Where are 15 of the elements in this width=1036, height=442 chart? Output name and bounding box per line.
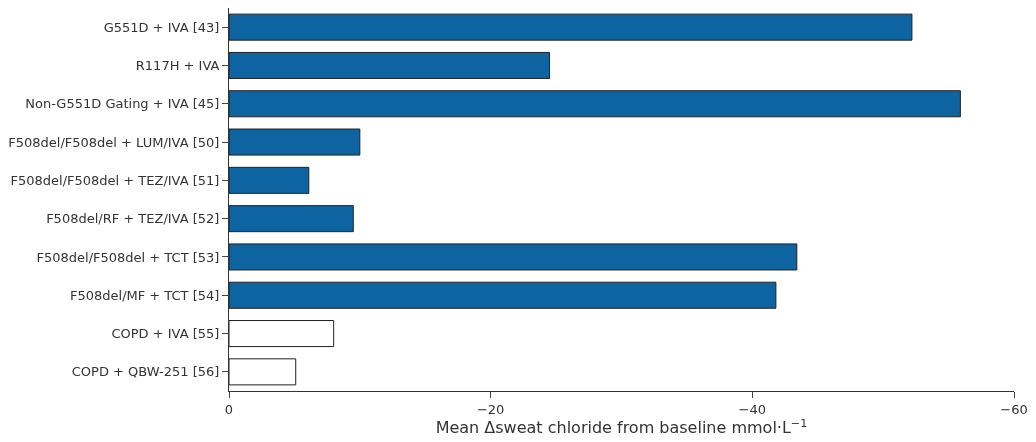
x-tick-label: −20	[476, 401, 505, 417]
x-tick-label: −60	[1000, 401, 1028, 417]
y-tick-label: G551D + IVA [43]	[103, 19, 220, 35]
x-axis-title: Mean Δsweat chloride from baseline mmol·L$^{−1}$	[435, 416, 808, 438]
y-tick-label: F508del/F508del + TCT [53]	[36, 249, 220, 265]
y-tick-label: COPD + QBW-251 [56]	[71, 364, 220, 380]
x-tick-label: −40	[738, 401, 767, 417]
y-tick-label: F508del/F508del + TEZ/IVA [51]	[10, 172, 220, 188]
y-tick-label: COPD + IVA [55]	[111, 326, 220, 342]
y-tick-label: F508del/RF + TEZ/IVA [52]	[46, 211, 220, 227]
y-tick-label: Non-G551D Gating + IVA [45]	[25, 96, 220, 112]
y-tick-label: F508del/MF + TCT [54]	[69, 287, 220, 303]
x-tick-label: 0	[224, 401, 234, 417]
y-tick-label: R117H + IVA	[135, 58, 220, 73]
y-tick-label: F508del/F508del + LUM/IVA [50]	[8, 134, 220, 150]
